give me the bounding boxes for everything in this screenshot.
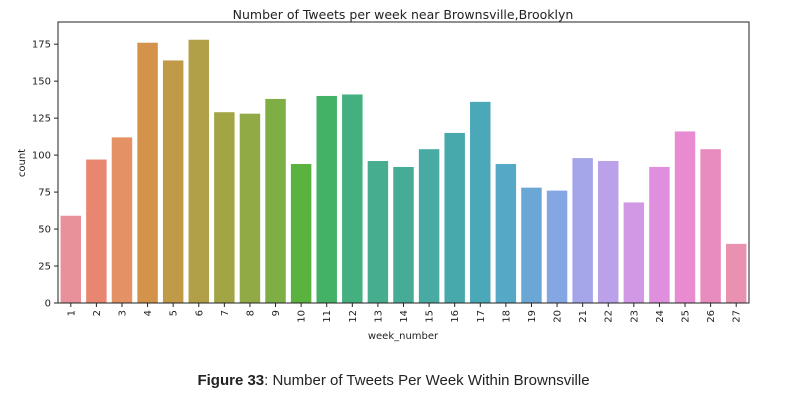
y-axis: 0 25 50 75 100 125 150 175: [32, 40, 58, 310]
bar-week-8: [239, 113, 261, 303]
x-tick-label: 6: [194, 310, 205, 316]
figure-caption: Figure 33: Number of Tweets Per Week Wit…: [0, 372, 787, 389]
x-tick-label: 10: [297, 310, 308, 323]
bar-week-22: [598, 161, 619, 303]
x-axis-label: week_number: [368, 331, 439, 342]
plot-frame: [57, 21, 750, 304]
x-tick-label: 8: [245, 310, 256, 316]
y-tick-label: 25: [38, 262, 51, 273]
figure-caption-label: Figure 33: [197, 372, 265, 389]
bar-week-7: [214, 112, 235, 303]
x-tick-label: 18: [501, 310, 512, 323]
x-tick-label: 14: [399, 310, 410, 323]
bar-week-6: [188, 39, 209, 303]
x-tick-label: 27: [732, 310, 743, 323]
y-tick-label: 0: [45, 299, 51, 310]
bar-week-5: [162, 60, 184, 304]
x-tick-label: 12: [348, 310, 359, 323]
bar-week-3: [111, 137, 133, 303]
bar-week-19: [521, 187, 542, 303]
x-tick-label: 2: [92, 310, 103, 316]
x-tick-label: 7: [220, 310, 231, 316]
y-axis-label: count: [17, 149, 28, 177]
bar-week-13: [367, 161, 389, 303]
figure-caption-text: : Number of Tweets Per Week Within Brown…: [264, 372, 590, 389]
bar-week-10: [290, 163, 312, 303]
bars-group: [60, 39, 747, 304]
bar-week-20: [546, 190, 568, 303]
x-tick-label: 5: [169, 310, 180, 316]
x-tick-label: 21: [578, 310, 589, 323]
bar-week-27: [725, 243, 747, 303]
x-tick-label: 1: [66, 310, 77, 316]
x-axis: 1 2 3 4 5 6 7 8 9 10 11 12 13 14 15 16 17 18 19 20 21 22 23 24 2…: [66, 303, 743, 323]
y-tick-label: 100: [32, 151, 51, 162]
y-tick-label: 150: [32, 77, 51, 88]
bar-week-12: [342, 94, 363, 303]
bar-week-1: [60, 215, 82, 303]
bar-week-26: [700, 149, 721, 303]
y-tick-label: 175: [32, 40, 51, 51]
x-tick-label: 22: [604, 310, 615, 323]
bar-week-15: [418, 149, 440, 303]
x-tick-label: 13: [373, 310, 384, 323]
bar-week-17: [470, 101, 491, 303]
bar-week-21: [572, 158, 593, 303]
x-tick-label: 23: [629, 310, 640, 323]
bar-week-9: [265, 98, 286, 303]
chart-title: Number of Tweets per week near Brownsvil…: [233, 7, 574, 22]
bar-week-18: [495, 163, 517, 303]
bar-week-11: [316, 95, 337, 303]
bar-week-4: [137, 42, 158, 304]
bar-week-2: [86, 159, 107, 303]
x-tick-label: 17: [476, 310, 487, 323]
bar-week-14: [393, 166, 414, 303]
y-tick-label: 50: [38, 225, 51, 236]
x-tick-label: 20: [553, 310, 564, 323]
x-tick-label: 19: [527, 310, 538, 323]
y-tick-label: 75: [38, 188, 51, 199]
x-tick-label: 11: [322, 310, 333, 323]
x-tick-label: 24: [655, 310, 666, 323]
x-tick-label: 9: [271, 310, 282, 316]
bar-week-25: [674, 131, 696, 303]
x-tick-label: 25: [681, 310, 692, 323]
bar-week-24: [649, 166, 670, 303]
y-tick-label: 125: [32, 114, 51, 125]
x-tick-label: 26: [706, 310, 717, 323]
x-tick-label: 16: [450, 310, 461, 323]
x-tick-label: 4: [143, 310, 154, 316]
bar-week-23: [623, 202, 645, 303]
x-tick-label: 3: [117, 310, 128, 316]
bar-chart: Number of Tweets per week near Brownsvil…: [17, 7, 750, 342]
bar-week-16: [444, 132, 465, 303]
x-tick-label: 15: [425, 310, 436, 323]
